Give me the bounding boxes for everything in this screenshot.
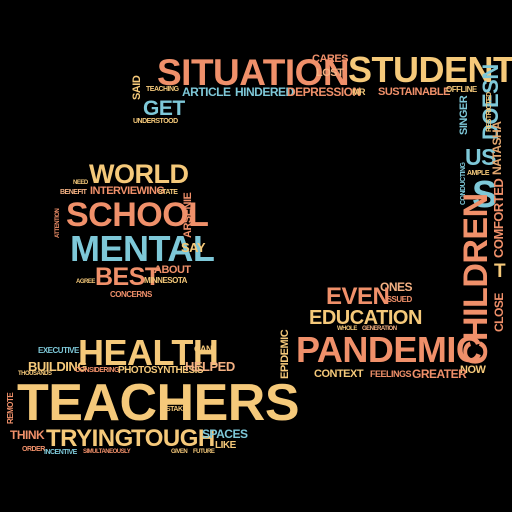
word-article: ARTICLE xyxy=(182,85,231,99)
word-school: SCHOOL xyxy=(66,196,209,234)
word-s: S xyxy=(472,174,497,216)
word-mr: MR xyxy=(352,87,366,97)
word-offline: OFFLINE xyxy=(446,85,477,94)
word-stake: STAKE xyxy=(166,406,187,413)
word-whole: WHOLE xyxy=(337,326,357,332)
word-even: EVEN xyxy=(326,283,390,310)
word-can: CAN xyxy=(194,344,213,354)
word-ample: AMPLE xyxy=(467,170,490,177)
word-health: HEALTH xyxy=(78,332,219,373)
word-lost: LOST xyxy=(316,67,344,79)
word-pandemic: PANDEMIC xyxy=(296,329,482,370)
word-situation: SITUATION xyxy=(157,52,350,93)
word-depression: DEPRESSION xyxy=(287,85,361,99)
word-benefit: BENEFIT xyxy=(60,189,87,196)
word-thousands: THOUSANDS xyxy=(18,371,52,377)
word-think: THINK xyxy=(10,428,45,442)
word-feelings: FEELINGS xyxy=(370,369,412,379)
word-remote: REMOTE xyxy=(6,392,15,424)
word-now: NOW xyxy=(460,364,486,376)
word-world: WORLD xyxy=(89,159,189,189)
word-greater: GREATER xyxy=(412,367,467,381)
word-context: CONTEXT xyxy=(314,368,364,380)
word-interviewing: INTERVIEWING xyxy=(90,185,165,197)
word-teaching: TEACHING xyxy=(146,86,179,93)
word-sustainable: SUSTAINABLE xyxy=(378,86,450,98)
word-order: ORDER xyxy=(22,446,45,453)
word-hindered: HINDERED xyxy=(235,85,294,99)
word-trying: TRYING xyxy=(46,425,133,452)
word-close: CLOSE xyxy=(492,293,506,332)
word-generation: GENERATION xyxy=(362,326,397,332)
word-spaces: SPACES xyxy=(202,427,248,441)
word-teachers: TEACHERS xyxy=(17,374,300,432)
word-natasha: NATASHA xyxy=(490,121,504,175)
word-epidemic: EPIDEMIC xyxy=(279,329,291,379)
word-singer: SINGER xyxy=(458,95,470,135)
word-agree: AGREE xyxy=(76,279,95,285)
word-given: GIVEN xyxy=(171,449,188,455)
word-state: STATE xyxy=(158,189,178,196)
word-get: GET xyxy=(143,97,185,120)
word-student: STUDENT xyxy=(348,49,512,90)
word-future: FUTURE xyxy=(193,449,215,455)
word-issued: ISSUED xyxy=(385,295,412,304)
word-incentive: INCENTIVE xyxy=(44,449,77,456)
word-t: T xyxy=(494,261,506,282)
word-building: BUILDING xyxy=(28,359,87,374)
word-need: NEED xyxy=(73,180,88,186)
word-tough: TOUGH xyxy=(131,425,215,452)
word-helped: HELPED xyxy=(185,359,235,374)
word-ones: ONES xyxy=(380,280,413,294)
word-cares: CARES xyxy=(312,53,349,65)
word-concerns: CONCERNS xyxy=(110,290,152,299)
word-mental: MENTAL xyxy=(70,228,215,269)
word-about: ABOUT xyxy=(154,264,191,276)
word-photosynthesis: PHOTOSYNTHESIS xyxy=(118,365,204,376)
word-attention: ATTENTION xyxy=(55,208,61,238)
word-executive: EXECUTIVE xyxy=(38,346,79,355)
word-like: LIKE xyxy=(215,440,236,451)
word-us: US xyxy=(465,144,496,170)
word-considering: CONSIDERING xyxy=(75,367,119,374)
word-simultaneously: SIMULTANEOUSLY xyxy=(83,449,131,455)
word-say: SAY xyxy=(181,240,206,255)
word-understood: UNDERSTOOD xyxy=(133,118,178,125)
word-said: SAID xyxy=(131,75,143,100)
word-minnesota: MINNESOTA xyxy=(144,276,187,285)
word-best: BEST xyxy=(95,263,160,291)
word-education: EDUCATION xyxy=(309,307,422,329)
